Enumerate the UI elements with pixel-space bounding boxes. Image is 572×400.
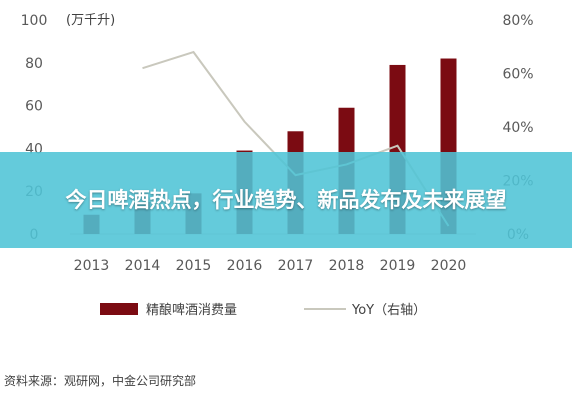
right-tick-label: 80% <box>502 13 533 29</box>
legend-bar-swatch <box>100 303 138 315</box>
headline-banner: 今日啤酒热点，行业趋势、新品发布及未来展望 <box>0 152 572 248</box>
x-tick-label: 2016 <box>227 258 263 274</box>
left-tick-label: 80 <box>25 56 43 72</box>
x-tick-label: 2017 <box>278 258 314 274</box>
x-tick-label: 2013 <box>74 258 110 274</box>
x-tick-label: 2019 <box>380 258 416 274</box>
source-note: 资料来源：观研网，中金公司研究部 <box>4 374 197 388</box>
left-tick-label: 100 <box>21 13 48 29</box>
right-tick-label: 40% <box>502 120 533 136</box>
x-tick-label: 2014 <box>125 258 161 274</box>
headline-title: 今日啤酒热点，行业趋势、新品发布及未来展望 <box>65 188 507 212</box>
x-tick-label: 2020 <box>431 258 467 274</box>
legend-line-label: YoY（右轴） <box>351 303 426 318</box>
left-axis-unit: (万千升) <box>66 13 115 28</box>
left-tick-label: 60 <box>25 99 43 115</box>
legend: 精酿啤酒消费量 YoY（右轴） <box>100 302 426 318</box>
x-tick-label: 2018 <box>329 258 365 274</box>
legend-bar-label: 精酿啤酒消费量 <box>146 302 237 318</box>
right-tick-label: 60% <box>502 67 533 83</box>
x-axis-ticks: 2013 2014 2015 2016 2017 2018 2019 2020 <box>74 258 467 274</box>
x-tick-label: 2015 <box>176 258 212 274</box>
